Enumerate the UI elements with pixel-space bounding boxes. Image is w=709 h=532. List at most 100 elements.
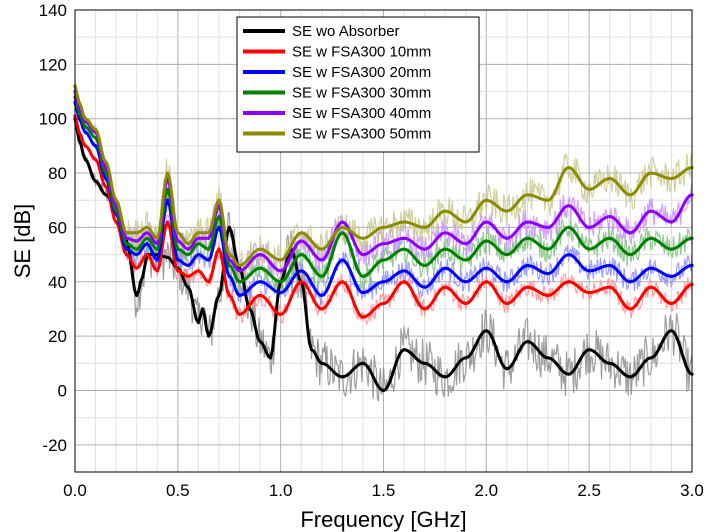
data-point [587, 269, 591, 273]
data-point [567, 204, 571, 208]
y-tick-label: 20 [48, 327, 67, 346]
data-point [381, 258, 386, 262]
data-point [340, 375, 344, 379]
data-point [279, 312, 283, 316]
data-point [340, 225, 344, 230]
data-point [608, 214, 612, 219]
data-point [200, 307, 205, 311]
legend-label: SE w FSA300 50mm [292, 126, 431, 143]
data-point [196, 231, 200, 235]
data-point [423, 263, 427, 268]
y-tick-labels: -20 0 20 40 60 80 100 120 140 [39, 1, 67, 455]
data-point [443, 247, 447, 251]
data-point [525, 339, 530, 344]
data-point [135, 293, 139, 297]
plot-frame [74, 9, 693, 473]
data-point [567, 280, 571, 284]
data-point [381, 242, 386, 246]
data-point [145, 236, 149, 240]
data-point [135, 231, 139, 235]
data-point [207, 334, 211, 338]
data-point [361, 291, 365, 295]
data-point [83, 144, 87, 148]
data-point [587, 291, 591, 295]
data-point [83, 130, 87, 134]
data-point [464, 356, 468, 360]
x-tick-label: 1.0 [269, 481, 293, 500]
data-point [443, 209, 447, 213]
data-point [165, 220, 170, 224]
data-point [227, 274, 231, 278]
data-point [669, 329, 674, 333]
x-tick-labels: 0.0 0.5 1.0 1.5 2.0 2.5 3.0 [63, 481, 704, 500]
data-point [155, 258, 159, 262]
data-point [402, 236, 406, 240]
data-point [320, 293, 324, 297]
data-point [186, 263, 190, 268]
data-point [237, 293, 242, 297]
data-point [155, 247, 159, 251]
data-point [124, 231, 129, 235]
data-point [114, 198, 118, 202]
data-point [258, 293, 262, 297]
data-point [114, 209, 118, 213]
data-point [93, 179, 98, 183]
data-point [628, 307, 632, 311]
data-point [361, 361, 365, 365]
data-point [145, 225, 149, 230]
data-point [361, 315, 365, 319]
y-tick-label: 0 [58, 381, 67, 400]
data-point [309, 348, 314, 352]
data-point [135, 239, 139, 243]
data-point [608, 285, 612, 289]
data-point [77, 138, 81, 143]
data-point [505, 236, 509, 240]
data-point [258, 339, 262, 344]
data-point [649, 285, 653, 289]
legend-label: SE w FSA300 30mm [292, 85, 431, 102]
data-point [464, 220, 468, 224]
data-point [649, 209, 653, 213]
data-point [237, 263, 242, 268]
data-point [299, 252, 303, 257]
data-point [423, 247, 427, 251]
data-point [165, 171, 170, 175]
data-point [381, 388, 386, 393]
data-point [649, 236, 653, 240]
y-axis-label: SE [dB] [10, 204, 35, 279]
data-point [546, 247, 550, 251]
data-point [402, 280, 406, 284]
data-point [196, 242, 200, 246]
data-point [217, 198, 221, 202]
x-tick-label: 0.0 [63, 481, 87, 500]
data-point [608, 361, 612, 365]
data-point [299, 280, 303, 284]
data-point [608, 263, 612, 268]
data-point [567, 166, 571, 170]
y-tick-label: 60 [48, 218, 67, 237]
data-point [258, 252, 262, 257]
data-point [207, 236, 211, 240]
data-point [649, 266, 653, 270]
data-point [268, 356, 272, 360]
data-point [669, 274, 674, 278]
data-point [443, 231, 447, 235]
data-point [628, 252, 632, 257]
data-point [587, 225, 591, 230]
data-point [381, 280, 386, 284]
data-point [207, 280, 211, 284]
data-point [77, 111, 81, 115]
legend-label: SE wo Absorber [292, 23, 400, 40]
data-point [217, 247, 221, 251]
data-point [93, 127, 98, 132]
data-point [546, 198, 550, 202]
data-point [484, 280, 488, 284]
data-point [505, 280, 509, 284]
legend-label: SE w FSA300 10mm [292, 44, 431, 61]
series-lines [73, 84, 694, 393]
data-point [608, 176, 612, 181]
data-point [299, 231, 303, 235]
data-point [104, 193, 108, 197]
data-point [649, 356, 653, 360]
data-point [464, 280, 468, 284]
